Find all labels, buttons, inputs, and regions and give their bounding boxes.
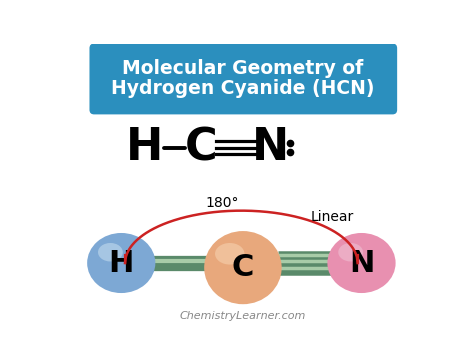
Ellipse shape bbox=[87, 233, 155, 293]
Ellipse shape bbox=[98, 243, 123, 261]
Text: Linear: Linear bbox=[311, 210, 355, 224]
Text: Hydrogen Cyanide (HCN): Hydrogen Cyanide (HCN) bbox=[111, 79, 374, 98]
FancyBboxPatch shape bbox=[90, 44, 397, 114]
Ellipse shape bbox=[338, 243, 363, 261]
Text: H: H bbox=[109, 249, 134, 277]
Text: N: N bbox=[349, 249, 374, 277]
Text: 180°: 180° bbox=[205, 196, 239, 210]
Text: C: C bbox=[232, 253, 254, 282]
Ellipse shape bbox=[215, 243, 245, 265]
Ellipse shape bbox=[328, 233, 396, 293]
Text: Molecular Geometry of: Molecular Geometry of bbox=[122, 59, 364, 78]
Text: N: N bbox=[251, 126, 289, 169]
Text: H: H bbox=[126, 126, 163, 169]
Ellipse shape bbox=[204, 231, 282, 304]
Text: C: C bbox=[185, 126, 218, 169]
Text: ChemistryLearner.com: ChemistryLearner.com bbox=[180, 311, 306, 321]
